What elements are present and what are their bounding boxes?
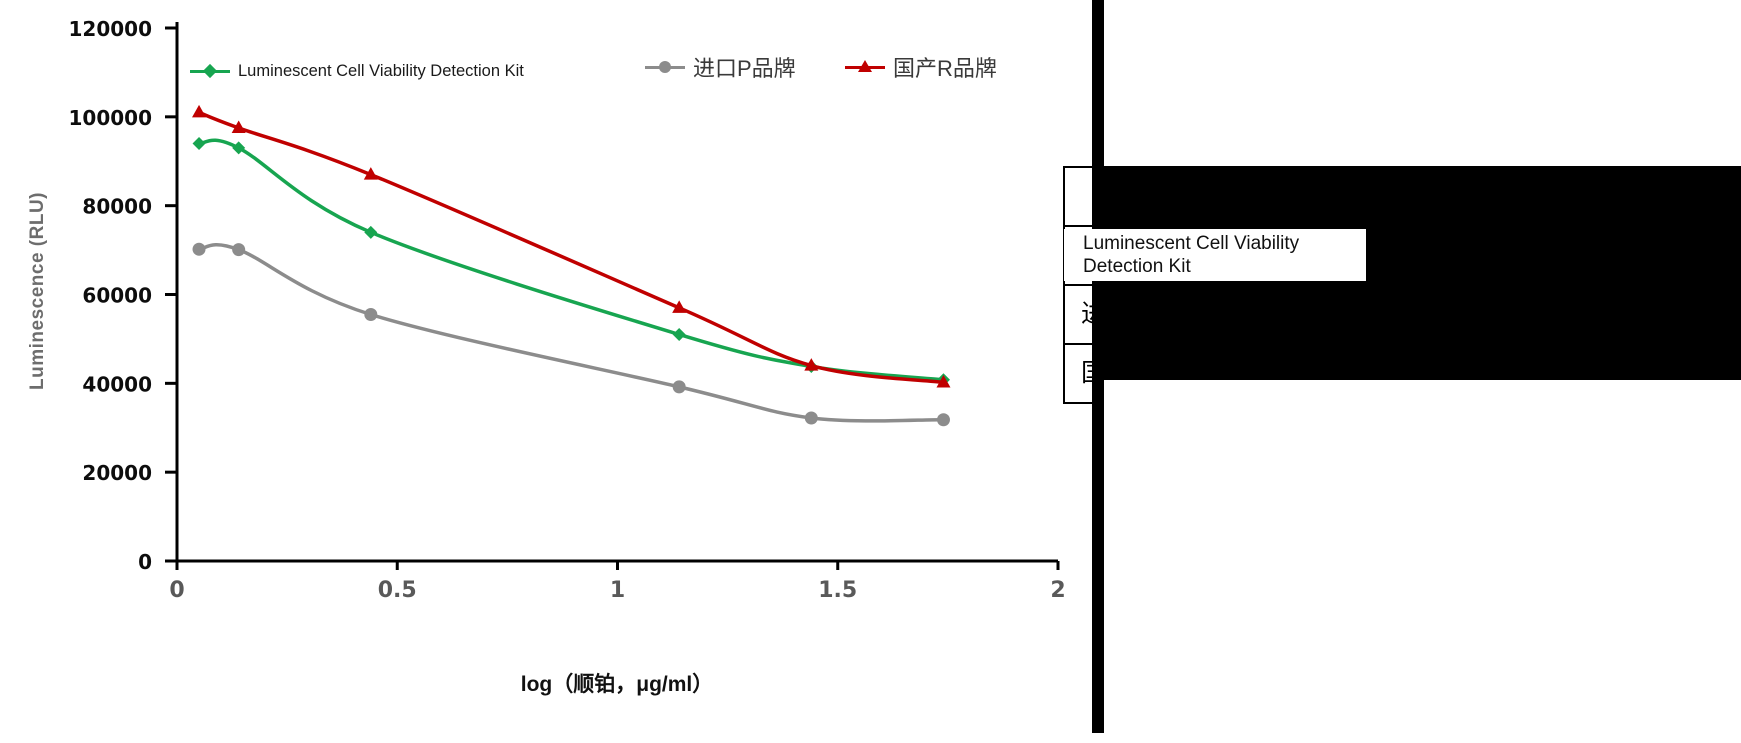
svg-text:20000: 20000: [82, 461, 152, 485]
legend-label: 国产R品牌: [893, 56, 997, 81]
svg-text:120000: 120000: [69, 17, 153, 41]
svg-text:60000: 60000: [82, 284, 152, 308]
chart: 0 20000 40000 60000 80000 100000 120000 0 0.5 1 1.…: [27, 17, 1066, 696]
table-row: [1065, 168, 1092, 227]
svg-text:0: 0: [169, 578, 184, 603]
chart-canvas: 0 20000 40000 60000 80000 100000 120000 0 0.5 1 1.…: [69, 17, 1066, 603]
legend-item-kit: Luminescent Cell Viability Detection Kit: [190, 57, 524, 85]
legend-marker-triangle-icon: [845, 59, 885, 75]
table-cell-kit-label: Luminescent Cell Viability Detection Kit: [1064, 229, 1366, 281]
legend-marker-diamond-icon: [190, 63, 230, 79]
y-axis-title: Luminescence (RLU): [27, 192, 48, 390]
legend-item-r-brand: 国产R品牌: [845, 53, 997, 81]
svg-text:0: 0: [138, 550, 152, 574]
data-table: 进口P品牌 国产R品牌: [1063, 166, 1092, 404]
legend-item-p-brand: 进口P品牌: [645, 53, 796, 81]
legend-label: 进口P品牌: [693, 56, 796, 81]
table-row: [1065, 227, 1092, 286]
svg-text:2: 2: [1050, 578, 1065, 603]
table-row: 国产R品牌: [1065, 345, 1092, 402]
svg-text:80000: 80000: [82, 195, 152, 219]
svg-text:100000: 100000: [69, 106, 153, 130]
legend-marker-circle-icon: [645, 59, 685, 75]
svg-text:0.5: 0.5: [378, 578, 417, 603]
legend-label: Luminescent Cell Viability Detection Kit: [238, 61, 524, 80]
svg-text:1: 1: [610, 578, 625, 603]
x-axis-title: log（顺铂，μg/ml）: [520, 673, 714, 696]
svg-text:1.5: 1.5: [818, 578, 857, 603]
table-row: 进口P品牌: [1065, 286, 1092, 345]
svg-text:40000: 40000: [82, 372, 152, 396]
